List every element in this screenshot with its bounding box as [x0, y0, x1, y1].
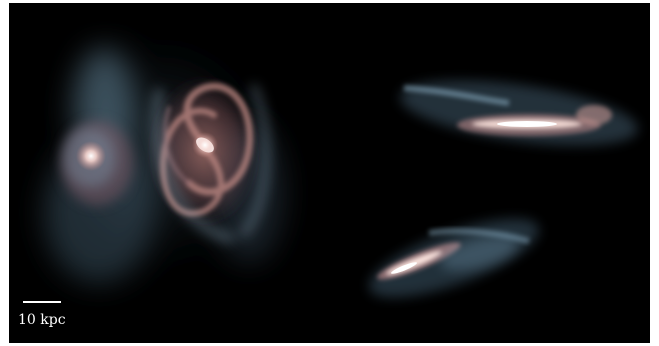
simulation-image: 10 kpc: [9, 3, 650, 343]
scale-bar: [23, 301, 61, 303]
left-small-galaxy: [61, 121, 133, 205]
center-spiral-galaxy: [146, 73, 271, 243]
galaxy-render: [39, 28, 638, 298]
upper-right-edge-on-disk: [400, 80, 638, 146]
lower-right-edge-on-disk: [368, 218, 540, 298]
scale-bar-label: 10 kpc: [18, 312, 66, 328]
